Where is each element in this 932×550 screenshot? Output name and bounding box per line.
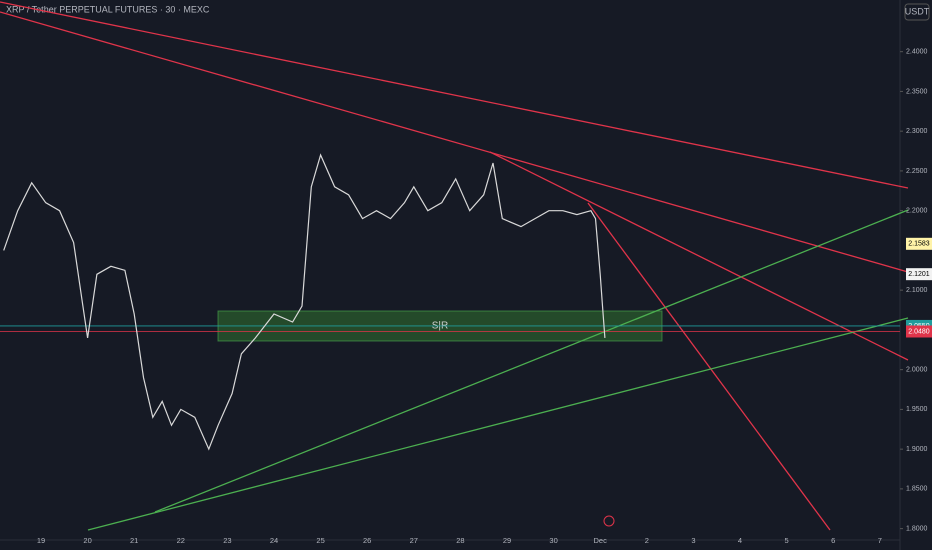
- x-tick-label: 19: [37, 536, 45, 545]
- y-tick-label: 1.8500: [906, 486, 928, 493]
- trendline[interactable]: [489, 151, 909, 361]
- x-tick-label: 7: [878, 536, 882, 545]
- x-tick-label: 4: [738, 536, 742, 545]
- price-tag-label: 2.0480: [908, 328, 930, 335]
- x-tick-label: 27: [410, 536, 418, 545]
- price-tag: [906, 325, 932, 338]
- x-tick-label: 28: [456, 536, 464, 545]
- currency-box[interactable]: [904, 3, 930, 21]
- price-tag: [906, 268, 932, 281]
- trendline[interactable]: [587, 202, 831, 531]
- y-tick-label: 2.2500: [906, 168, 928, 175]
- y-tick-label: 2.0000: [906, 366, 928, 373]
- trendline[interactable]: [0, 1, 909, 189]
- trendline[interactable]: [0, 11, 909, 273]
- price-tag-label: 2.1201: [908, 271, 930, 278]
- x-tick-label: 29: [503, 536, 511, 545]
- x-tick-label: 20: [83, 536, 91, 545]
- x-tick-label: 25: [316, 536, 324, 545]
- x-tick-label: 26: [363, 536, 371, 545]
- y-tick-label: 1.9000: [906, 446, 928, 453]
- x-tick-label: 23: [223, 536, 231, 545]
- y-tick-label: 2.1000: [906, 287, 928, 294]
- x-tick-label: 21: [130, 536, 138, 545]
- price-tag-label: 2.1583: [908, 241, 930, 248]
- event-icon[interactable]: [603, 515, 615, 527]
- y-tick-label: 1.8000: [906, 525, 928, 532]
- y-tick-label: 1.9500: [906, 406, 928, 413]
- currency[interactable]: USDT: [905, 6, 930, 16]
- x-tick-label: 30: [549, 536, 557, 545]
- y-tick-label: 2.4000: [906, 49, 928, 56]
- x-tick-label: Dec: [594, 536, 608, 545]
- trendline[interactable]: [154, 209, 909, 513]
- y-tick-label: 2.3000: [906, 128, 928, 135]
- x-tick-label: 2: [645, 536, 649, 545]
- x-tick-label: 3: [691, 536, 695, 545]
- x-tick-label: 6: [831, 536, 835, 545]
- x-tick-label: 22: [177, 536, 185, 545]
- price-line: [3, 153, 606, 451]
- trendlines: [0, 1, 909, 531]
- chart-title: XRP / Tether PERPETUAL FUTURES · 30 · ME…: [6, 4, 210, 14]
- price-tag: [906, 237, 932, 250]
- y-tick-label: 2.2000: [906, 208, 928, 215]
- trendline[interactable]: [87, 317, 909, 531]
- x-tick-label: 5: [785, 536, 789, 545]
- y-tick-label: 2.3500: [906, 88, 928, 95]
- x-tick-label: 24: [270, 536, 278, 545]
